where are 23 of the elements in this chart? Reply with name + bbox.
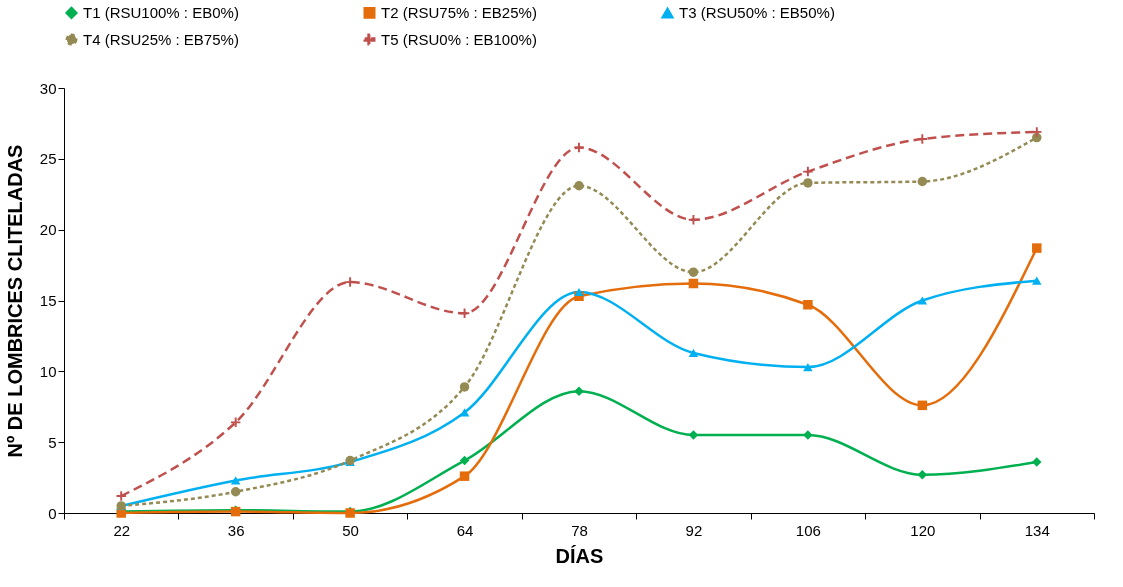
legend-label: T1 (RSU100% : EB0%) xyxy=(83,3,239,21)
y-tick-label: 0 xyxy=(48,504,57,522)
x-tick-label: 78 xyxy=(571,521,588,539)
x-tick-label: 50 xyxy=(342,521,359,539)
x-tick-label: 106 xyxy=(795,521,821,539)
y-tick-label: 15 xyxy=(39,292,57,309)
x-tick-label: 92 xyxy=(685,521,703,539)
x-tick-label: 64 xyxy=(456,521,474,539)
y-tick-label: 20 xyxy=(39,221,57,239)
x-tick-label: 36 xyxy=(227,521,245,539)
x-tick-label: 22 xyxy=(113,521,131,539)
x-axis-title: DÍAS xyxy=(555,544,604,567)
y-axis-title: Nº DE LOMBRICES CLITELADAS xyxy=(3,144,26,458)
y-tick-label: 5 xyxy=(48,433,57,451)
x-tick-label: 120 xyxy=(910,521,936,539)
y-tick-label: 30 xyxy=(39,79,57,97)
legend-label: T3 (RSU50% : EB50%) xyxy=(679,4,835,22)
x-tick-label: 134 xyxy=(1024,521,1050,539)
y-tick-label: 10 xyxy=(39,362,57,380)
legend-label: T5 (RSU0% : EB100%) xyxy=(381,30,537,48)
y-tick-label: 25 xyxy=(39,150,57,168)
legend-label: T2 (RSU75% : EB25%) xyxy=(381,3,537,21)
legend-label: T4 (RSU25% : EB75%) xyxy=(83,30,239,48)
